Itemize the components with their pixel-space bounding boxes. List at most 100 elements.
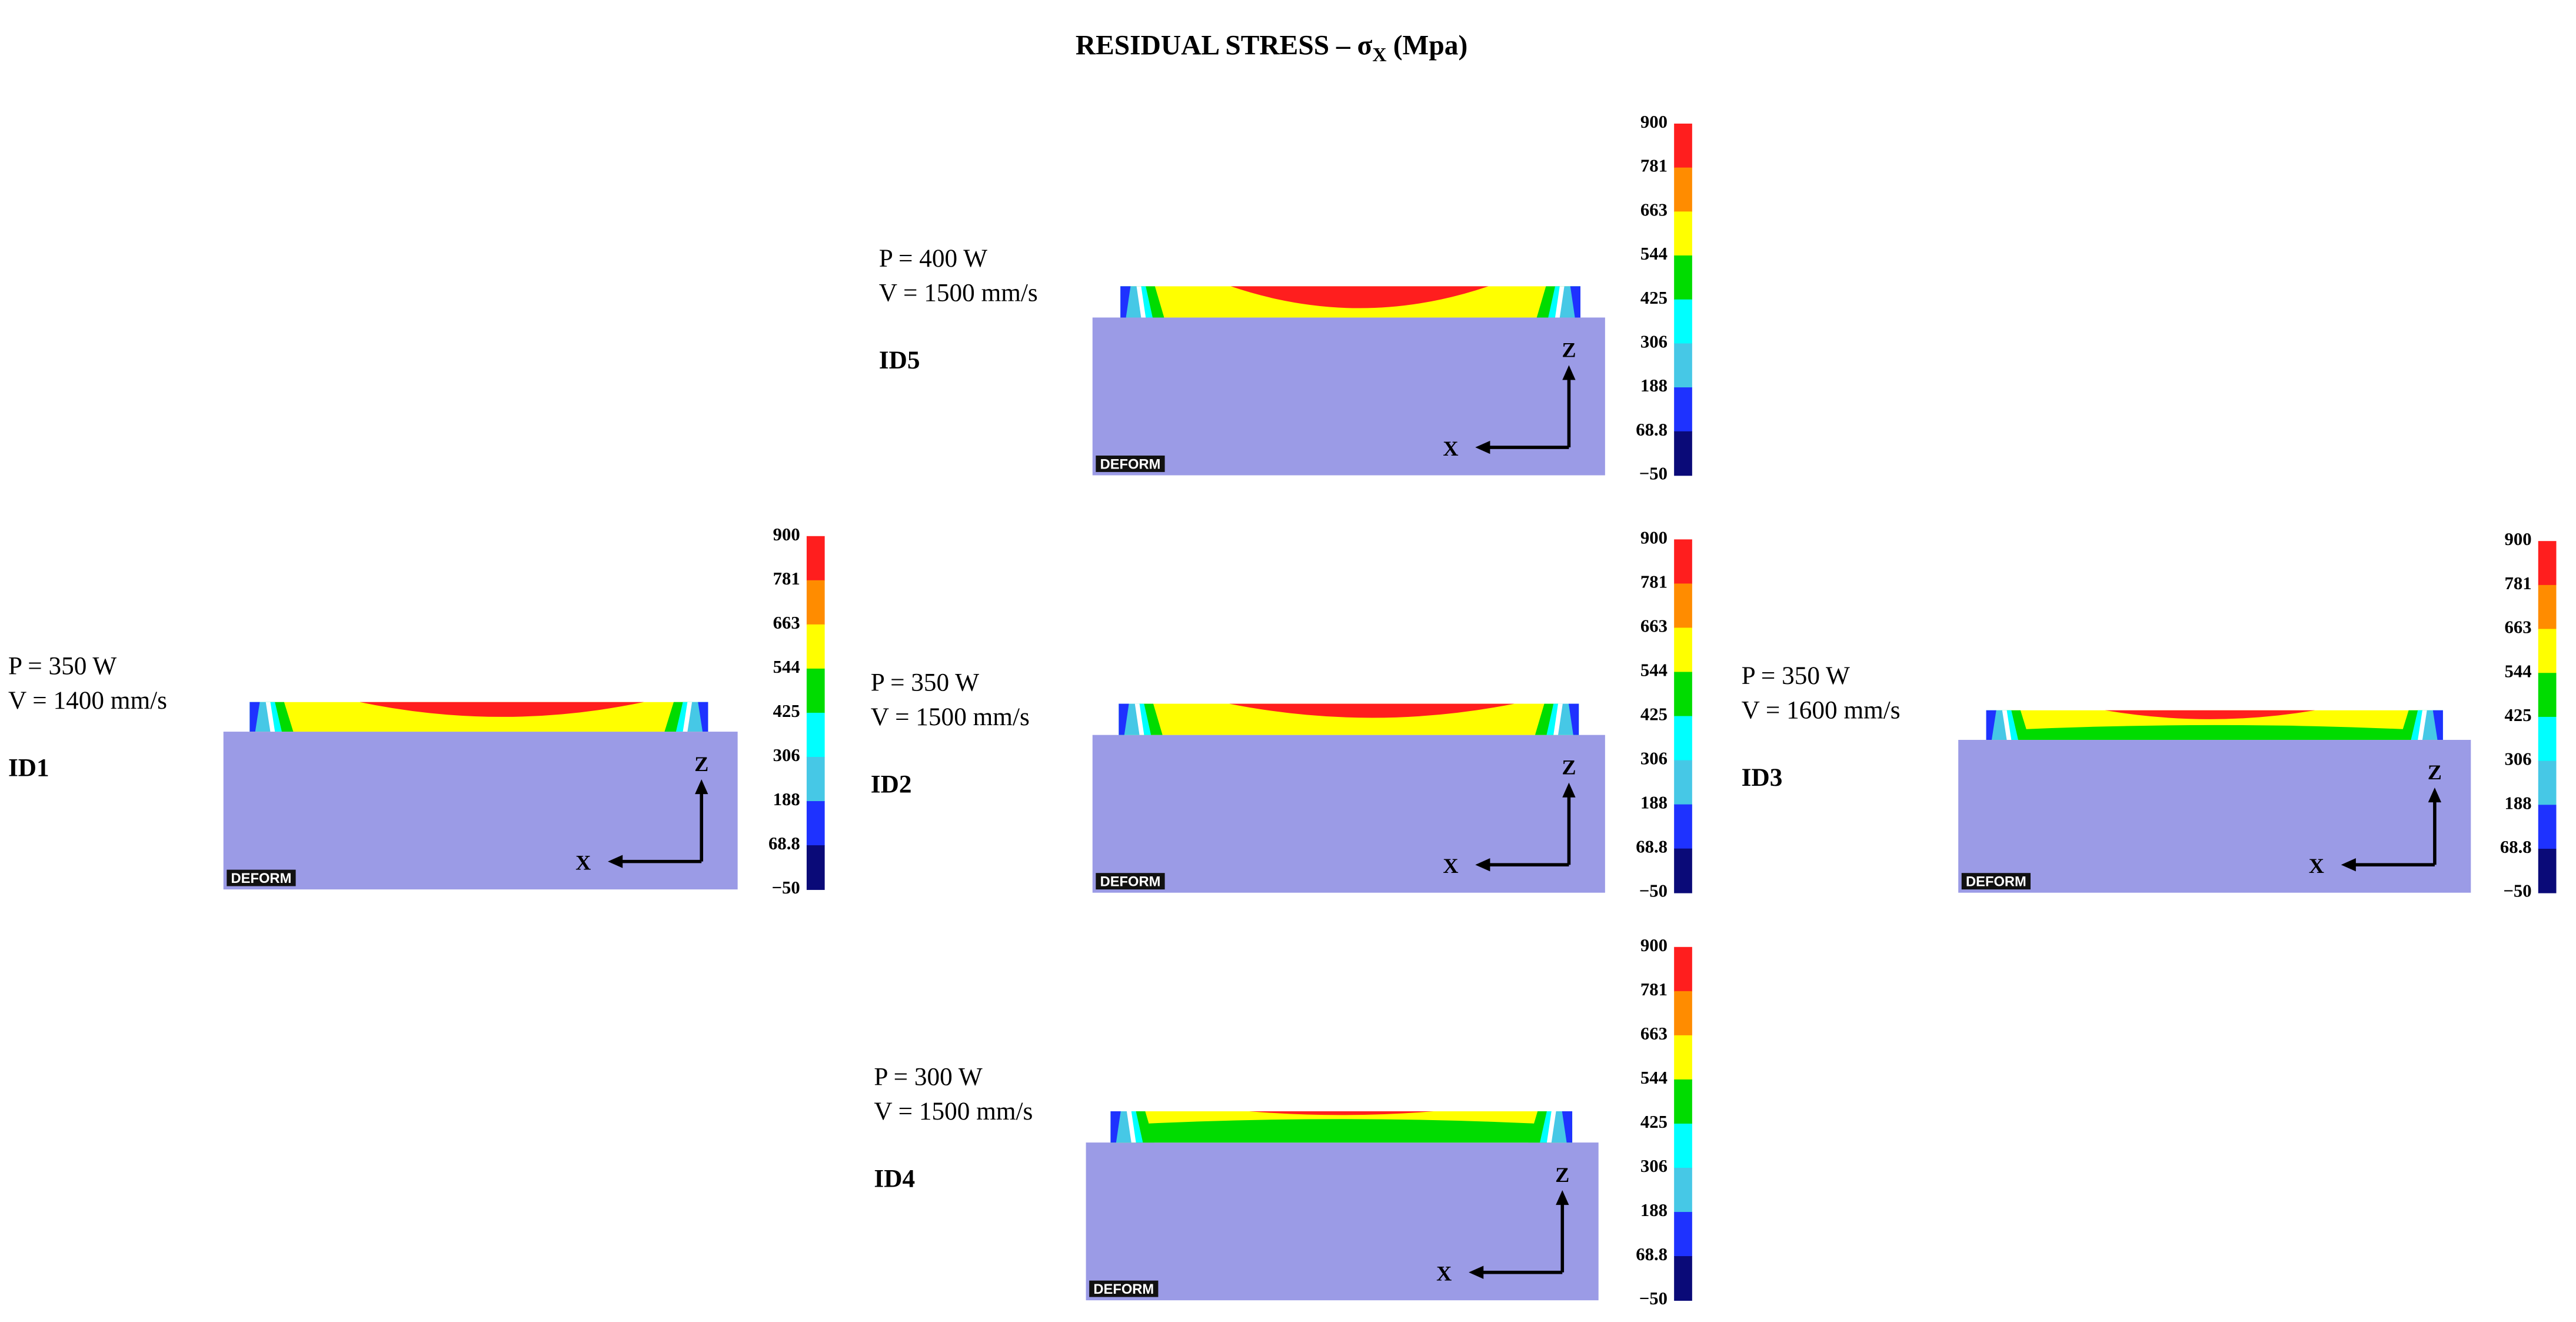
arrow-head xyxy=(695,779,708,795)
colorbar-band xyxy=(1674,255,1692,300)
colorbar-label: 781 xyxy=(1640,156,1668,176)
colorbar-band xyxy=(2538,629,2557,674)
speed-label: V = 1500 mm/s xyxy=(879,279,1038,307)
arrow-head xyxy=(2341,858,2356,872)
colorbar-label: 900 xyxy=(2505,529,2532,549)
arrow-head xyxy=(1562,365,1576,380)
case-id: ID5 xyxy=(879,346,920,374)
z-axis-label: Z xyxy=(1562,338,1576,361)
title-unit: (Mpa) xyxy=(1393,31,1468,61)
layer-contour xyxy=(698,702,708,732)
colorbar-label: 663 xyxy=(2505,617,2532,637)
colorbar-label: 544 xyxy=(773,657,800,677)
simulation-panel: P = 350 W V = 1400 mm/s ID1 Z X DEFORM 900 781 6… xyxy=(8,524,825,898)
colorbar-label: 68.8 xyxy=(1636,420,1668,440)
colorbar-band xyxy=(2538,541,2557,586)
arrow-head xyxy=(1475,858,1490,872)
case-id: ID4 xyxy=(874,1164,915,1193)
axis-arrow xyxy=(1486,376,1571,449)
colorbar-band xyxy=(1674,583,1692,629)
colorbar-label: 663 xyxy=(1640,616,1668,636)
colorbar-band xyxy=(806,845,825,890)
colorbar-label: 68.8 xyxy=(768,833,800,853)
substrate xyxy=(1092,317,1605,476)
power-label: P = 400 W xyxy=(879,244,987,273)
colorbar-label: 781 xyxy=(1640,979,1668,999)
colorbar-band xyxy=(2538,716,2557,762)
colorbar-label: 900 xyxy=(1640,527,1668,547)
case-id: ID1 xyxy=(8,753,49,782)
colorbar-band xyxy=(2538,805,2557,849)
colorbar-band xyxy=(1674,848,1692,893)
colorbar-band xyxy=(2538,760,2557,806)
colorbar-band xyxy=(806,580,825,625)
colorbar-label: −50 xyxy=(1639,464,1668,484)
colorbar-band xyxy=(2538,584,2557,630)
colorbar-label: 306 xyxy=(1640,749,1668,769)
title-main: RESIDUAL STRESS – σ xyxy=(1076,31,1373,61)
colorbar-label: 425 xyxy=(1640,288,1668,308)
colorbar-band xyxy=(1674,299,1692,344)
z-axis-label: Z xyxy=(694,752,708,776)
substrate xyxy=(1958,740,2471,893)
logo: DEFORM xyxy=(1100,457,1161,472)
colorbar-label: 188 xyxy=(2505,793,2532,813)
logo-box xyxy=(1961,873,2031,890)
simulation-panel: P = 350 W V = 1500 mm/s ID2 Z X DEFORM 900 781 6… xyxy=(871,527,1692,901)
colorbar-band xyxy=(2538,848,2557,893)
power-label: P = 300 W xyxy=(874,1062,982,1091)
case-id: ID2 xyxy=(871,770,912,798)
arrow-head xyxy=(1475,440,1490,454)
logo-box xyxy=(1096,873,1165,890)
z-axis-label: Z xyxy=(1562,756,1576,779)
colorbar-label: 188 xyxy=(773,789,800,809)
colorbar-label: 663 xyxy=(1640,200,1668,220)
logo-box xyxy=(1089,1280,1159,1297)
layer-contour xyxy=(2105,710,2315,719)
colorbar-band xyxy=(1674,1035,1692,1080)
colorbar-label: 68.8 xyxy=(1636,837,1668,857)
power-label: P = 350 W xyxy=(1742,662,1850,690)
colorbar-label: 544 xyxy=(1640,660,1668,680)
colorbar-band xyxy=(806,712,825,758)
colorbar-label: 425 xyxy=(773,701,800,721)
case-id: ID3 xyxy=(1742,763,1783,792)
logo: DEFORM xyxy=(1093,1282,1154,1297)
colorbar-band xyxy=(1674,946,1692,992)
colorbar-label: 781 xyxy=(773,569,800,589)
layer-contour xyxy=(2432,710,2443,740)
simulation-panel: P = 350 W V = 1600 mm/s ID3 Z X DEFORM 900 781 6… xyxy=(1742,529,2557,901)
z-axis-label: Z xyxy=(1555,1163,1569,1187)
colorbar-band xyxy=(806,536,825,581)
colorbar-label: 306 xyxy=(2505,749,2532,769)
layer-contour xyxy=(1230,286,1489,308)
axis-arrow xyxy=(1480,1201,1565,1274)
speed-label: V = 1500 mm/s xyxy=(874,1097,1033,1125)
logo: DEFORM xyxy=(231,871,292,886)
colorbar-label: 68.8 xyxy=(1636,1244,1668,1264)
logo: DEFORM xyxy=(1966,875,2026,890)
colorbar-band xyxy=(806,624,825,669)
colorbar-band xyxy=(1674,211,1692,256)
layer-contour xyxy=(1570,286,1580,318)
colorbar-band xyxy=(1674,1079,1692,1124)
colorbar-label: −50 xyxy=(1639,881,1668,901)
x-axis-label: X xyxy=(1436,1262,1452,1286)
layer-contour xyxy=(1110,1119,1573,1143)
colorbar-label: 781 xyxy=(1640,572,1668,592)
colorbar-band xyxy=(1674,760,1692,805)
colorbar-band xyxy=(1674,1123,1692,1168)
colorbar-label: 306 xyxy=(773,745,800,765)
arrow-head xyxy=(1469,1265,1484,1279)
colorbar-label: 781 xyxy=(2505,573,2532,593)
speed-label: V = 1500 mm/s xyxy=(871,703,1030,731)
colorbar-label: 306 xyxy=(1640,1156,1668,1176)
colorbar-label: −50 xyxy=(2503,881,2531,901)
colorbar-band xyxy=(1674,167,1692,212)
layer-contour xyxy=(360,702,644,717)
colorbar-band xyxy=(806,801,825,846)
colorbar-label: 306 xyxy=(1640,331,1668,351)
layer-contour xyxy=(249,702,260,732)
